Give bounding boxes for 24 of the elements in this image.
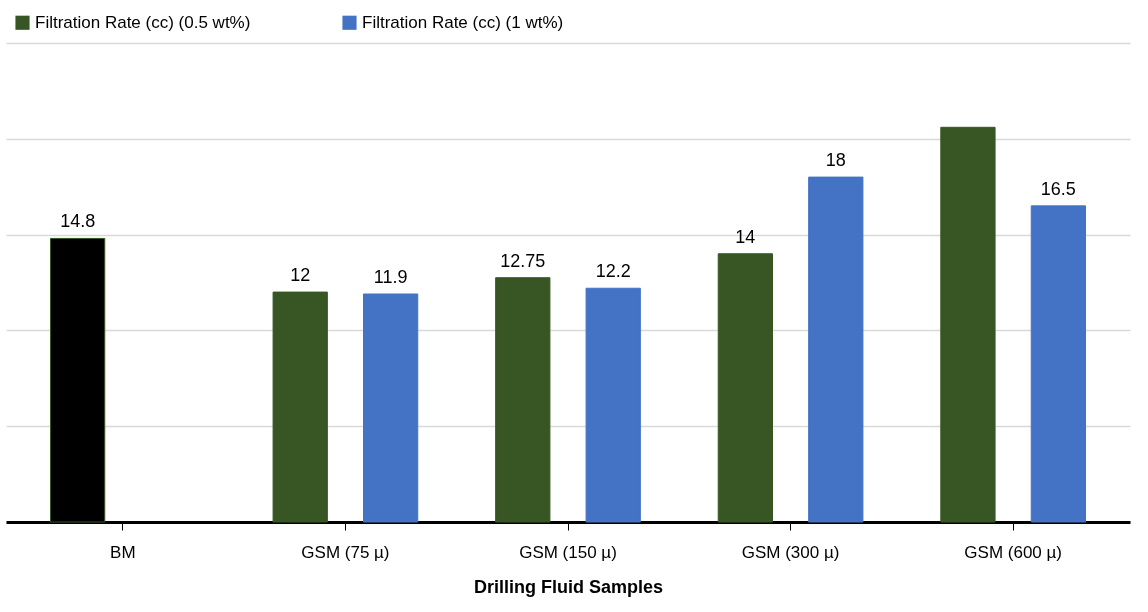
bar <box>495 277 551 523</box>
data-label: 14.8 <box>60 211 96 232</box>
x-axis-title: Drilling Fluid Samples <box>473 576 664 597</box>
data-label: 12.75 <box>500 250 546 271</box>
data-label: 12 <box>290 265 311 286</box>
x-tick-label: GSM (75 µ) <box>301 542 390 562</box>
x-tick-label: GSM (150 µ) <box>519 542 617 562</box>
bar <box>363 293 419 523</box>
bar <box>272 291 328 523</box>
data-label: 12.2 <box>595 261 631 282</box>
bar <box>717 253 773 523</box>
data-label: 16.5 <box>1040 178 1076 199</box>
bar <box>1030 205 1086 523</box>
bar <box>808 176 864 523</box>
legend-label: Filtration Rate (cc) (1 wt%) <box>362 12 564 32</box>
bar <box>940 126 996 523</box>
legend-label: Filtration Rate (cc) (0.5 wt%) <box>35 12 251 32</box>
data-label: 14 <box>735 226 756 247</box>
x-tick-label: BM <box>110 542 136 562</box>
data-label: 18 <box>825 150 846 171</box>
bar <box>585 287 641 523</box>
data-label: 11.9 <box>373 267 408 287</box>
x-tick-label: GSM (300 µ) <box>741 542 840 562</box>
x-tick-label: GSM (600 µ) <box>964 542 1062 562</box>
